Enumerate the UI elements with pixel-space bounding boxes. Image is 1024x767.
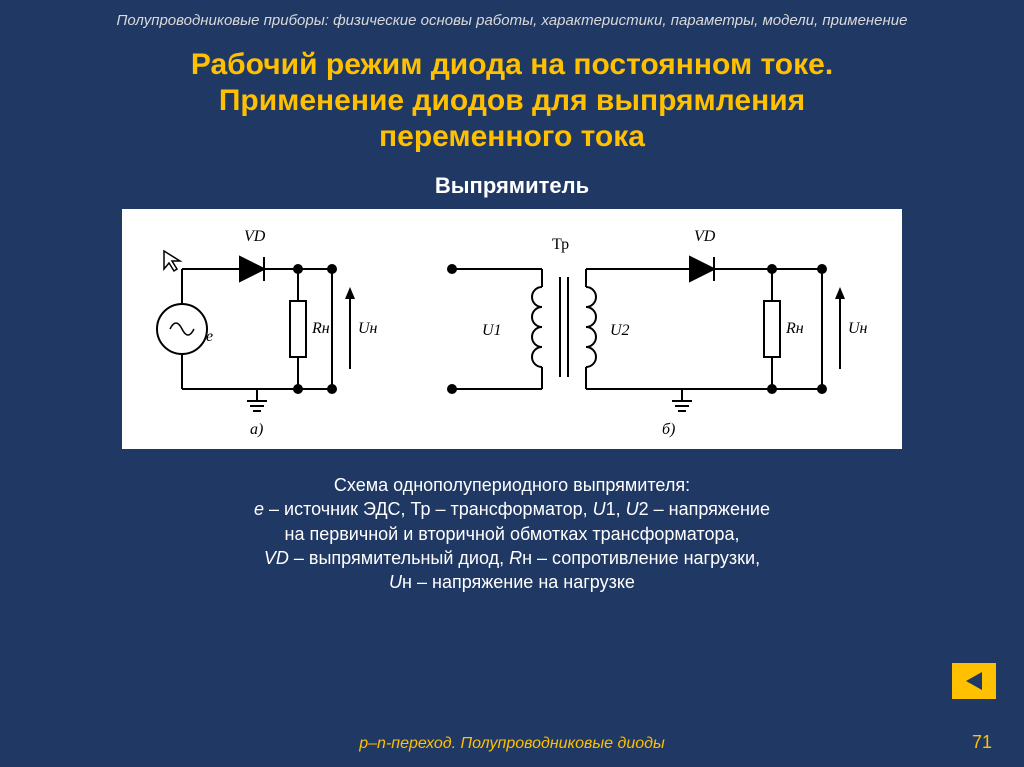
label-rn-b: Rн: [785, 320, 804, 337]
cap-l2-2: 2 – напряжение: [639, 499, 770, 519]
cap-l2-1: 1,: [606, 499, 626, 519]
transformer-primary: [532, 287, 542, 367]
circuit-b: U1 Тр VD: [448, 228, 868, 438]
sublabel-b: б): [662, 421, 675, 438]
cap-u2: U: [626, 499, 639, 519]
cap-l4b: н – сопротивление нагрузки,: [522, 548, 760, 568]
cap-l2a: – источник ЭДС, Тр – трансформатор,: [264, 499, 593, 519]
cap-vd: VD: [264, 548, 289, 568]
diagram-caption: Схема однополупериодного выпрямителя: e …: [0, 473, 1024, 594]
ground-a: [247, 389, 267, 411]
transformer-secondary: [586, 287, 596, 367]
subtitle: Выпрямитель: [0, 173, 1024, 199]
cap-l4a: – выпрямительный диод,: [289, 548, 509, 568]
diode-a: [240, 257, 264, 281]
label-rn-a: Rн: [311, 320, 330, 337]
label-vd-a: VD: [244, 228, 266, 245]
slide-footer: p–n-переход. Полупроводниковые диоды: [0, 735, 1024, 753]
title-line-1: Рабочий режим диода на постоянном токе.: [191, 48, 833, 81]
triangle-left-icon: [964, 670, 984, 692]
label-un-a: Uн: [358, 320, 378, 337]
cap-u: U: [389, 572, 402, 592]
diode-b: [690, 257, 714, 281]
title-line-3: переменного тока: [379, 120, 645, 153]
cap-l5: н – напряжение на нагрузке: [402, 572, 635, 592]
slide-header: Полупроводниковые приборы: физические ос…: [0, 0, 1024, 29]
caption-line-3: на первичной и вторичной обмотках трансф…: [285, 524, 740, 544]
label-u1: U1: [482, 322, 502, 339]
title-line-2: Применение диодов для выпрямления: [219, 84, 805, 117]
un-arrow-b: [835, 287, 845, 369]
label-tp: Тр: [552, 236, 569, 253]
label-vd-b: VD: [694, 228, 716, 245]
page-number: 71: [972, 732, 992, 753]
ground-b: [672, 389, 692, 411]
label-e: e: [206, 328, 213, 345]
prev-slide-button[interactable]: [952, 663, 996, 699]
un-arrow-a: [345, 287, 355, 369]
cap-r: R: [509, 548, 522, 568]
circuit-diagram: VD e: [122, 209, 902, 449]
sublabel-a: а): [250, 421, 263, 438]
label-un-b: Uн: [848, 320, 868, 337]
cap-u1: U: [593, 499, 606, 519]
cap-e: e: [254, 499, 264, 519]
slide-title: Рабочий режим диода на постоянном токе. …: [0, 47, 1024, 155]
label-u2: U2: [610, 322, 630, 339]
caption-line-1: Схема однополупериодного выпрямителя:: [334, 475, 690, 495]
circuit-a: VD e: [157, 228, 378, 438]
cursor-icon: [164, 251, 180, 271]
